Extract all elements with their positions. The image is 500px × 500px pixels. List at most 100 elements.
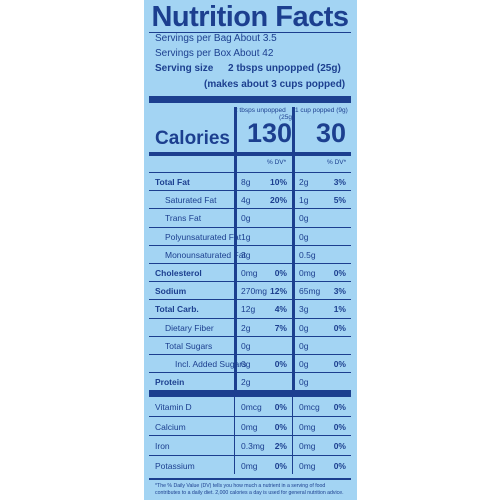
dv-unpopped: 0% bbox=[274, 402, 287, 412]
dv-unpopped: 12% bbox=[269, 286, 287, 296]
nutrient-name: Protein bbox=[155, 377, 185, 387]
row-divider bbox=[149, 227, 351, 228]
row-divider bbox=[149, 263, 351, 264]
amount-popped: 3g bbox=[299, 304, 309, 314]
row-divider bbox=[149, 318, 351, 319]
amount-popped: 2g bbox=[299, 177, 309, 187]
nutrient-name: Polyunsaturated Fat bbox=[165, 232, 242, 242]
column-header-popped: 1 cup popped (9g) bbox=[295, 107, 348, 114]
amount-popped: 0g bbox=[299, 341, 309, 351]
amount-unpopped: 270mg bbox=[241, 286, 267, 296]
dv-popped: 1% bbox=[333, 304, 346, 314]
nutrient-name: Total Sugars bbox=[165, 341, 213, 351]
column-divider bbox=[234, 396, 235, 474]
amount-unpopped: 2g bbox=[241, 323, 251, 333]
row-divider bbox=[149, 372, 351, 373]
amount-popped: 0mg bbox=[299, 461, 316, 471]
column-divider-thick bbox=[292, 107, 295, 172]
amount-popped: 0mg bbox=[299, 422, 316, 432]
row-divider bbox=[149, 416, 351, 417]
column-divider bbox=[292, 396, 293, 474]
dv-unpopped: 0% bbox=[274, 268, 287, 278]
dv-unpopped: 10% bbox=[269, 177, 287, 187]
amount-popped: 0g bbox=[299, 232, 309, 242]
amount-unpopped: 0.3mg bbox=[241, 441, 265, 451]
amount-unpopped: 0g bbox=[241, 341, 251, 351]
nutrient-name: Trans Fat bbox=[165, 213, 202, 223]
amount-unpopped: 0mg bbox=[241, 461, 258, 471]
nutrient-name: Incl. Added Sugars bbox=[175, 359, 247, 369]
row-divider bbox=[149, 299, 351, 300]
row-divider bbox=[149, 336, 351, 337]
nutrition-facts-label: Nutrition Facts Servings per Bag About 3… bbox=[149, 0, 351, 500]
row-divider bbox=[149, 435, 351, 436]
nutrient-name: Calcium bbox=[155, 422, 186, 432]
nutrient-name: Vitamin D bbox=[155, 402, 192, 412]
title-rule bbox=[149, 32, 351, 33]
amount-popped: 0mg bbox=[299, 441, 316, 451]
amount-popped: 0g bbox=[299, 359, 309, 369]
amount-unpopped: 2g bbox=[241, 377, 251, 387]
row-divider bbox=[149, 455, 351, 456]
label-title: Nutrition Facts bbox=[151, 1, 349, 33]
amount-popped: 0mg bbox=[299, 268, 316, 278]
row-divider bbox=[149, 396, 351, 397]
dv-popped: 0% bbox=[333, 402, 346, 412]
dv-unpopped: 20% bbox=[269, 195, 287, 205]
amount-popped: 0g bbox=[299, 323, 309, 333]
amount-unpopped: 3g bbox=[241, 250, 251, 260]
dv-popped: 0% bbox=[333, 323, 346, 333]
serving-size-popped: (makes about 3 cups popped) bbox=[204, 79, 346, 90]
footnote-line-1: *The % Daily Value (DV) tells you how mu… bbox=[155, 483, 326, 489]
dv-popped: 3% bbox=[333, 286, 346, 296]
nutrient-name: Total Carb. bbox=[155, 304, 199, 314]
nutrient-name: Monounsaturated Fat bbox=[165, 250, 246, 260]
row-divider bbox=[149, 281, 351, 282]
serving-size-label: Serving size bbox=[155, 63, 214, 74]
dv-popped: 5% bbox=[333, 195, 346, 205]
dv-unpopped: 0% bbox=[274, 422, 287, 432]
servings-per-box: Servings per Box About 42 bbox=[155, 48, 274, 59]
amount-unpopped: 4g bbox=[241, 195, 251, 205]
nutrient-name: Sodium bbox=[155, 286, 187, 296]
amount-unpopped: 1g bbox=[241, 232, 251, 242]
dv-unpopped: 4% bbox=[274, 304, 287, 314]
row-divider bbox=[149, 245, 351, 246]
amount-unpopped: 0g bbox=[241, 359, 251, 369]
servings-per-bag: Servings per Bag About 3.5 bbox=[155, 33, 277, 44]
column-header-unpopped: 2 tbsps unpopped bbox=[234, 107, 286, 114]
serving-size-value: 2 tbsps unpopped (25g) bbox=[228, 63, 341, 74]
amount-unpopped: 12g bbox=[241, 304, 256, 314]
dv-unpopped: 0% bbox=[274, 359, 287, 369]
dv-popped: 0% bbox=[333, 441, 346, 451]
amount-popped: 65mg bbox=[299, 286, 321, 296]
calories-popped: 30 bbox=[315, 118, 346, 148]
nutrient-name: Total Fat bbox=[155, 177, 190, 187]
row-divider bbox=[149, 190, 351, 191]
dv-popped: 0% bbox=[333, 359, 346, 369]
amount-popped: 0g bbox=[299, 213, 309, 223]
calories-unpopped: 130 bbox=[246, 118, 292, 148]
footnote-rule bbox=[149, 478, 351, 480]
nutrient-name: Cholesterol bbox=[155, 268, 202, 278]
amount-popped: 1g bbox=[299, 195, 309, 205]
dv-popped: 0% bbox=[333, 268, 346, 278]
amount-unpopped: 8g bbox=[241, 177, 251, 187]
calories-label: Calories bbox=[155, 128, 230, 149]
vitamins-thick-rule bbox=[149, 390, 351, 396]
dv-unpopped: 0% bbox=[274, 461, 287, 471]
amount-unpopped: 0g bbox=[241, 213, 251, 223]
serving-thick-rule bbox=[149, 96, 351, 103]
dv-header-popped: % DV* bbox=[327, 159, 347, 166]
nutrient-name: Saturated Fat bbox=[165, 195, 217, 205]
dv-popped: 0% bbox=[333, 422, 346, 432]
amount-popped: 0.5g bbox=[299, 250, 316, 260]
footnote-line-2: contributes to a daily diet. 2,000 calor… bbox=[155, 490, 344, 496]
row-divider bbox=[149, 208, 351, 209]
dv-popped: 0% bbox=[333, 461, 346, 471]
column-divider-thick bbox=[234, 107, 237, 172]
nutrient-name: Iron bbox=[155, 441, 170, 451]
amount-popped: 0mcg bbox=[299, 402, 320, 412]
row-divider bbox=[149, 172, 351, 173]
dv-header-unpopped: % DV* bbox=[267, 159, 287, 166]
